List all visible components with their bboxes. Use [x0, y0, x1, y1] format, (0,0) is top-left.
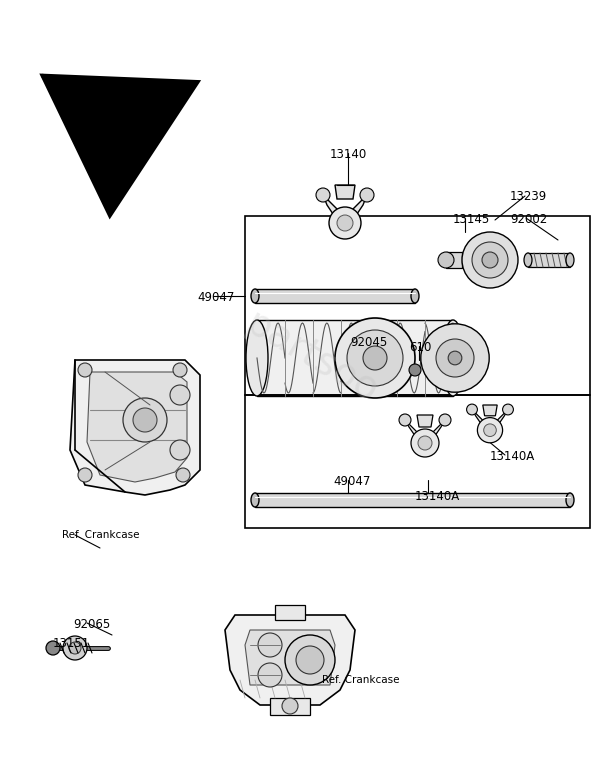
Circle shape [418, 436, 432, 450]
Text: Ref. Crankcase: Ref. Crankcase [322, 675, 400, 685]
Polygon shape [335, 185, 355, 199]
Text: partsoo: partsoo [239, 304, 385, 412]
Bar [245, 216, 590, 395]
Polygon shape [417, 415, 433, 427]
Circle shape [482, 252, 498, 268]
Circle shape [78, 363, 92, 377]
Circle shape [360, 188, 374, 202]
Polygon shape [528, 253, 570, 267]
Circle shape [296, 646, 324, 674]
Polygon shape [225, 615, 355, 705]
Text: 610: 610 [409, 341, 431, 354]
Circle shape [329, 207, 361, 239]
Circle shape [411, 429, 439, 457]
Polygon shape [430, 420, 445, 443]
Polygon shape [483, 405, 497, 415]
Circle shape [478, 418, 503, 443]
Circle shape [282, 698, 298, 714]
Polygon shape [255, 493, 570, 507]
Polygon shape [351, 195, 367, 223]
Circle shape [170, 385, 190, 405]
Circle shape [421, 324, 489, 392]
Ellipse shape [411, 289, 419, 303]
Polygon shape [87, 372, 187, 482]
Polygon shape [70, 360, 200, 495]
Circle shape [78, 468, 92, 482]
Text: 92065: 92065 [73, 618, 110, 631]
Circle shape [285, 635, 335, 685]
Circle shape [337, 215, 353, 231]
Circle shape [173, 363, 187, 377]
Text: 92002: 92002 [510, 213, 547, 226]
Circle shape [363, 346, 387, 370]
Circle shape [467, 404, 478, 415]
Bar [275, 605, 305, 620]
Ellipse shape [566, 493, 574, 507]
Circle shape [462, 232, 518, 288]
Circle shape [399, 414, 411, 426]
Ellipse shape [251, 289, 259, 303]
Polygon shape [405, 420, 420, 443]
Circle shape [472, 242, 508, 278]
Ellipse shape [524, 253, 532, 267]
Ellipse shape [246, 320, 268, 396]
Text: 13140A: 13140A [490, 450, 535, 463]
Circle shape [436, 339, 474, 377]
Circle shape [258, 663, 282, 687]
Ellipse shape [566, 253, 574, 267]
Ellipse shape [442, 320, 464, 396]
Text: 49047: 49047 [197, 291, 235, 304]
Text: 13151: 13151 [53, 637, 90, 650]
Text: 13145: 13145 [453, 213, 490, 226]
Text: 13140A: 13140A [415, 490, 460, 503]
Polygon shape [472, 409, 485, 430]
Polygon shape [494, 409, 508, 430]
Polygon shape [323, 195, 339, 223]
Circle shape [335, 318, 415, 398]
Ellipse shape [251, 493, 259, 507]
Text: Ref. Crankcase: Ref. Crankcase [62, 530, 139, 540]
Circle shape [347, 330, 403, 386]
Circle shape [258, 633, 282, 657]
Text: 13239: 13239 [510, 190, 547, 203]
Circle shape [484, 424, 496, 436]
Text: 92045: 92045 [350, 336, 387, 349]
Polygon shape [257, 320, 453, 396]
Circle shape [316, 188, 330, 202]
Circle shape [503, 404, 514, 415]
Polygon shape [255, 289, 415, 303]
Circle shape [409, 364, 421, 376]
Circle shape [176, 468, 190, 482]
Text: 13140: 13140 [330, 148, 367, 161]
Circle shape [438, 252, 454, 268]
Circle shape [63, 636, 87, 660]
Circle shape [69, 642, 81, 654]
Circle shape [170, 440, 190, 460]
Bar [270, 698, 310, 715]
Circle shape [46, 641, 60, 655]
Circle shape [439, 414, 451, 426]
Text: 49047: 49047 [333, 475, 370, 488]
Circle shape [133, 408, 157, 432]
Bar [245, 395, 590, 528]
Polygon shape [446, 252, 462, 268]
Circle shape [448, 351, 462, 365]
Polygon shape [245, 630, 335, 685]
Circle shape [123, 398, 167, 442]
